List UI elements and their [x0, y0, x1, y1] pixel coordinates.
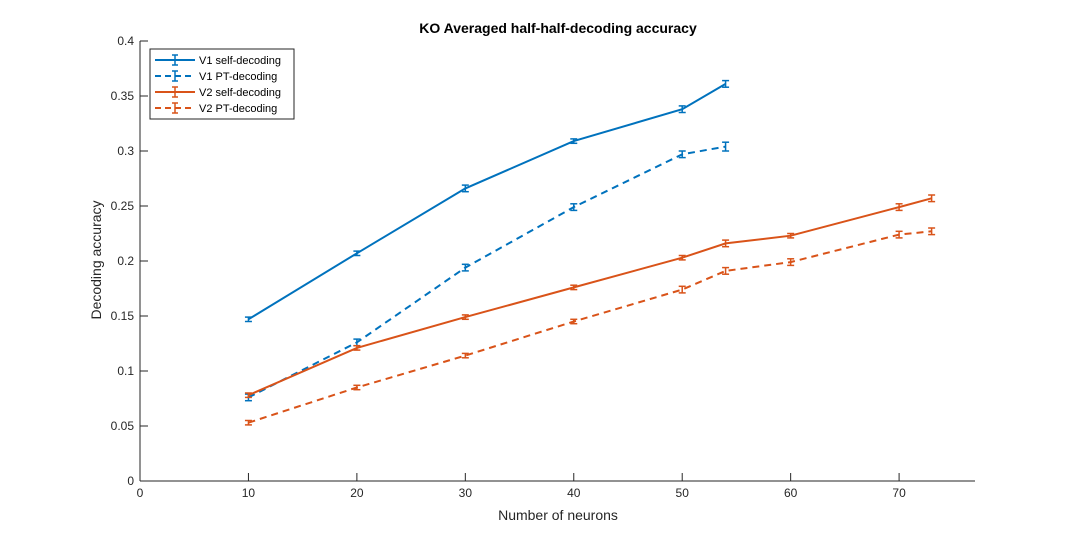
legend-item: V1 PT-decoding [155, 70, 277, 83]
error-bar [353, 384, 361, 391]
error-bar [895, 203, 903, 212]
y-tick-label: 0.4 [117, 34, 134, 48]
error-bar [570, 203, 578, 212]
error-bar [353, 250, 361, 257]
error-bar [678, 150, 686, 159]
y-tick-label: 0.35 [111, 89, 135, 103]
legend: V1 self-decoding V1 PT-decoding V2 self-de… [149, 48, 295, 120]
legend-item: V2 PT-decoding [155, 102, 277, 115]
x-tick-label: 0 [137, 486, 144, 500]
error-bar [722, 239, 730, 248]
legend-label: V1 self-decoding [199, 55, 281, 67]
error-bar [570, 318, 578, 325]
y-tick-label: 0.15 [111, 309, 135, 323]
legend-box [149, 48, 295, 120]
axes: 0 10 20 30 40 50 60 70 0 0.05 0.1 0.15 0.2 0.25 0.3 0.3… [111, 34, 975, 500]
x-tick-label: 30 [459, 486, 473, 500]
error-bar [722, 266, 730, 275]
series-line [248, 230, 932, 424]
x-tick-label: 10 [242, 486, 256, 500]
error-bar [678, 254, 686, 261]
error-bar [722, 141, 730, 152]
error-bar [722, 79, 730, 88]
y-tick-label: 0.3 [117, 144, 134, 158]
x-tick-label: 20 [350, 486, 364, 500]
error-bar [244, 392, 252, 399]
y-tick-label: 0.1 [117, 364, 134, 378]
error-bar [353, 344, 361, 351]
series-layer [244, 79, 936, 426]
x-axis-label: Number of neurons [498, 507, 618, 523]
series-line [248, 197, 932, 397]
x-tick-label: 40 [567, 486, 581, 500]
error-bar [570, 138, 578, 145]
x-tick-label: 50 [676, 486, 690, 500]
error-bar [461, 184, 469, 193]
legend-item: V2 self-decoding [155, 86, 281, 99]
error-bar [678, 285, 686, 294]
series-line [247, 145, 726, 399]
error-bar [244, 419, 252, 426]
y-axis-label: Decoding accuracy [88, 200, 104, 319]
x-tick-label: 60 [784, 486, 798, 500]
legend-label: V2 self-decoding [199, 87, 281, 99]
error-bar [570, 284, 578, 291]
legend-item: V1 self-decoding [155, 54, 281, 67]
y-tick-label: 0.25 [111, 199, 135, 213]
y-tick-label: 0.05 [111, 419, 135, 433]
series-v1-self-decoding [244, 79, 730, 323]
y-tick-label: 0 [127, 474, 134, 488]
error-bar [928, 227, 936, 236]
legend-label: V2 PT-decoding [199, 103, 277, 115]
error-bar [461, 263, 469, 272]
error-bar [928, 194, 936, 203]
x-tick-label: 70 [892, 486, 906, 500]
error-bar [244, 316, 252, 323]
series-v1-pt-decoding [244, 141, 730, 402]
y-tick-label: 0.2 [117, 254, 134, 268]
error-bar [461, 314, 469, 321]
error-bar [678, 105, 686, 114]
legend-label: V1 PT-decoding [199, 71, 277, 83]
series-v2-self-decoding [244, 194, 936, 399]
error-bar [787, 232, 795, 239]
series-v2-pt-decoding [244, 227, 936, 426]
chart-title: KO Averaged half-half-decoding accuracy [419, 20, 697, 36]
series-line [247, 83, 727, 321]
error-bar [787, 258, 795, 267]
error-bar [895, 230, 903, 239]
error-bar [461, 352, 469, 359]
